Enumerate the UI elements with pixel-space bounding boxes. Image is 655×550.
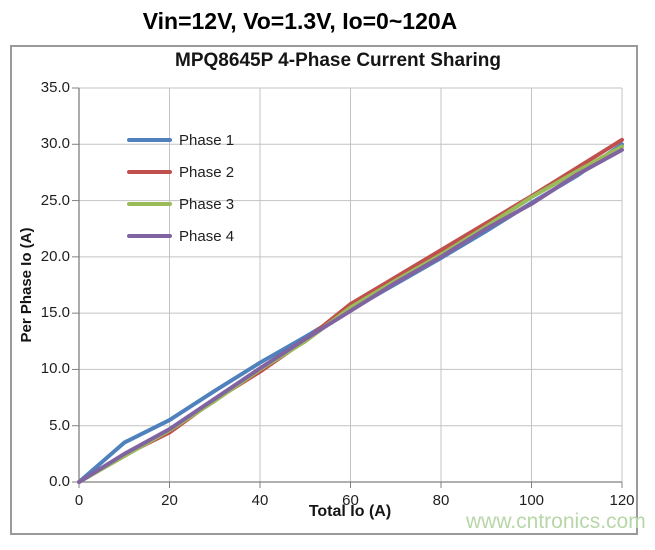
- y-tick-label: 25.0: [40, 191, 70, 209]
- x-tick-label: 80: [432, 492, 450, 509]
- y-tick-label: 5.0: [49, 416, 70, 434]
- legend-item-phase-4: Phase 4: [127, 220, 234, 252]
- x-tick-label: 20: [161, 492, 178, 509]
- legend-label: Phase 2: [179, 163, 235, 181]
- y-axis-title: Per Phase Io (A): [18, 227, 35, 343]
- legend-item-phase-3: Phase 3: [127, 188, 234, 220]
- y-tick-label: 10.0: [40, 360, 70, 378]
- legend-swatch: [127, 138, 172, 142]
- watermark: www.cntronics.com: [466, 510, 646, 533]
- y-tick-label: 35.0: [40, 79, 70, 96]
- y-tick-label: 30.0: [40, 135, 70, 153]
- y-tick-label: 15.0: [40, 304, 70, 322]
- x-tick-label: 60: [342, 492, 359, 509]
- x-tick-label: 100: [518, 492, 545, 509]
- x-tick-label: 40: [251, 492, 269, 509]
- legend: Phase 1 Phase 2 Phase 3 Phase 4: [127, 124, 234, 252]
- x-tick-label: 0: [74, 492, 84, 509]
- x-axis-title: Total Io (A): [308, 503, 392, 520]
- legend-swatch: [127, 234, 172, 238]
- y-tick-label: 0.0: [49, 473, 70, 490]
- legend-item-phase-2: Phase 2: [127, 156, 234, 188]
- y-tick-label: 20.0: [40, 247, 70, 265]
- legend-label: Phase 1: [179, 131, 235, 149]
- series-line-phase-4: [77, 147, 624, 484]
- legend-item-phase-1: Phase 1: [127, 124, 234, 156]
- legend-swatch: [127, 202, 172, 206]
- x-tick-label: 120: [609, 492, 635, 509]
- legend-label: Phase 3: [179, 195, 235, 213]
- legend-label: Phase 4: [179, 227, 235, 245]
- legend-swatch: [127, 170, 172, 174]
- page-title: Vin=12V, Vo=1.3V, Io=0~120A: [142, 8, 458, 34]
- chart-title: MPQ8645P 4-Phase Current Sharing: [175, 50, 501, 71]
